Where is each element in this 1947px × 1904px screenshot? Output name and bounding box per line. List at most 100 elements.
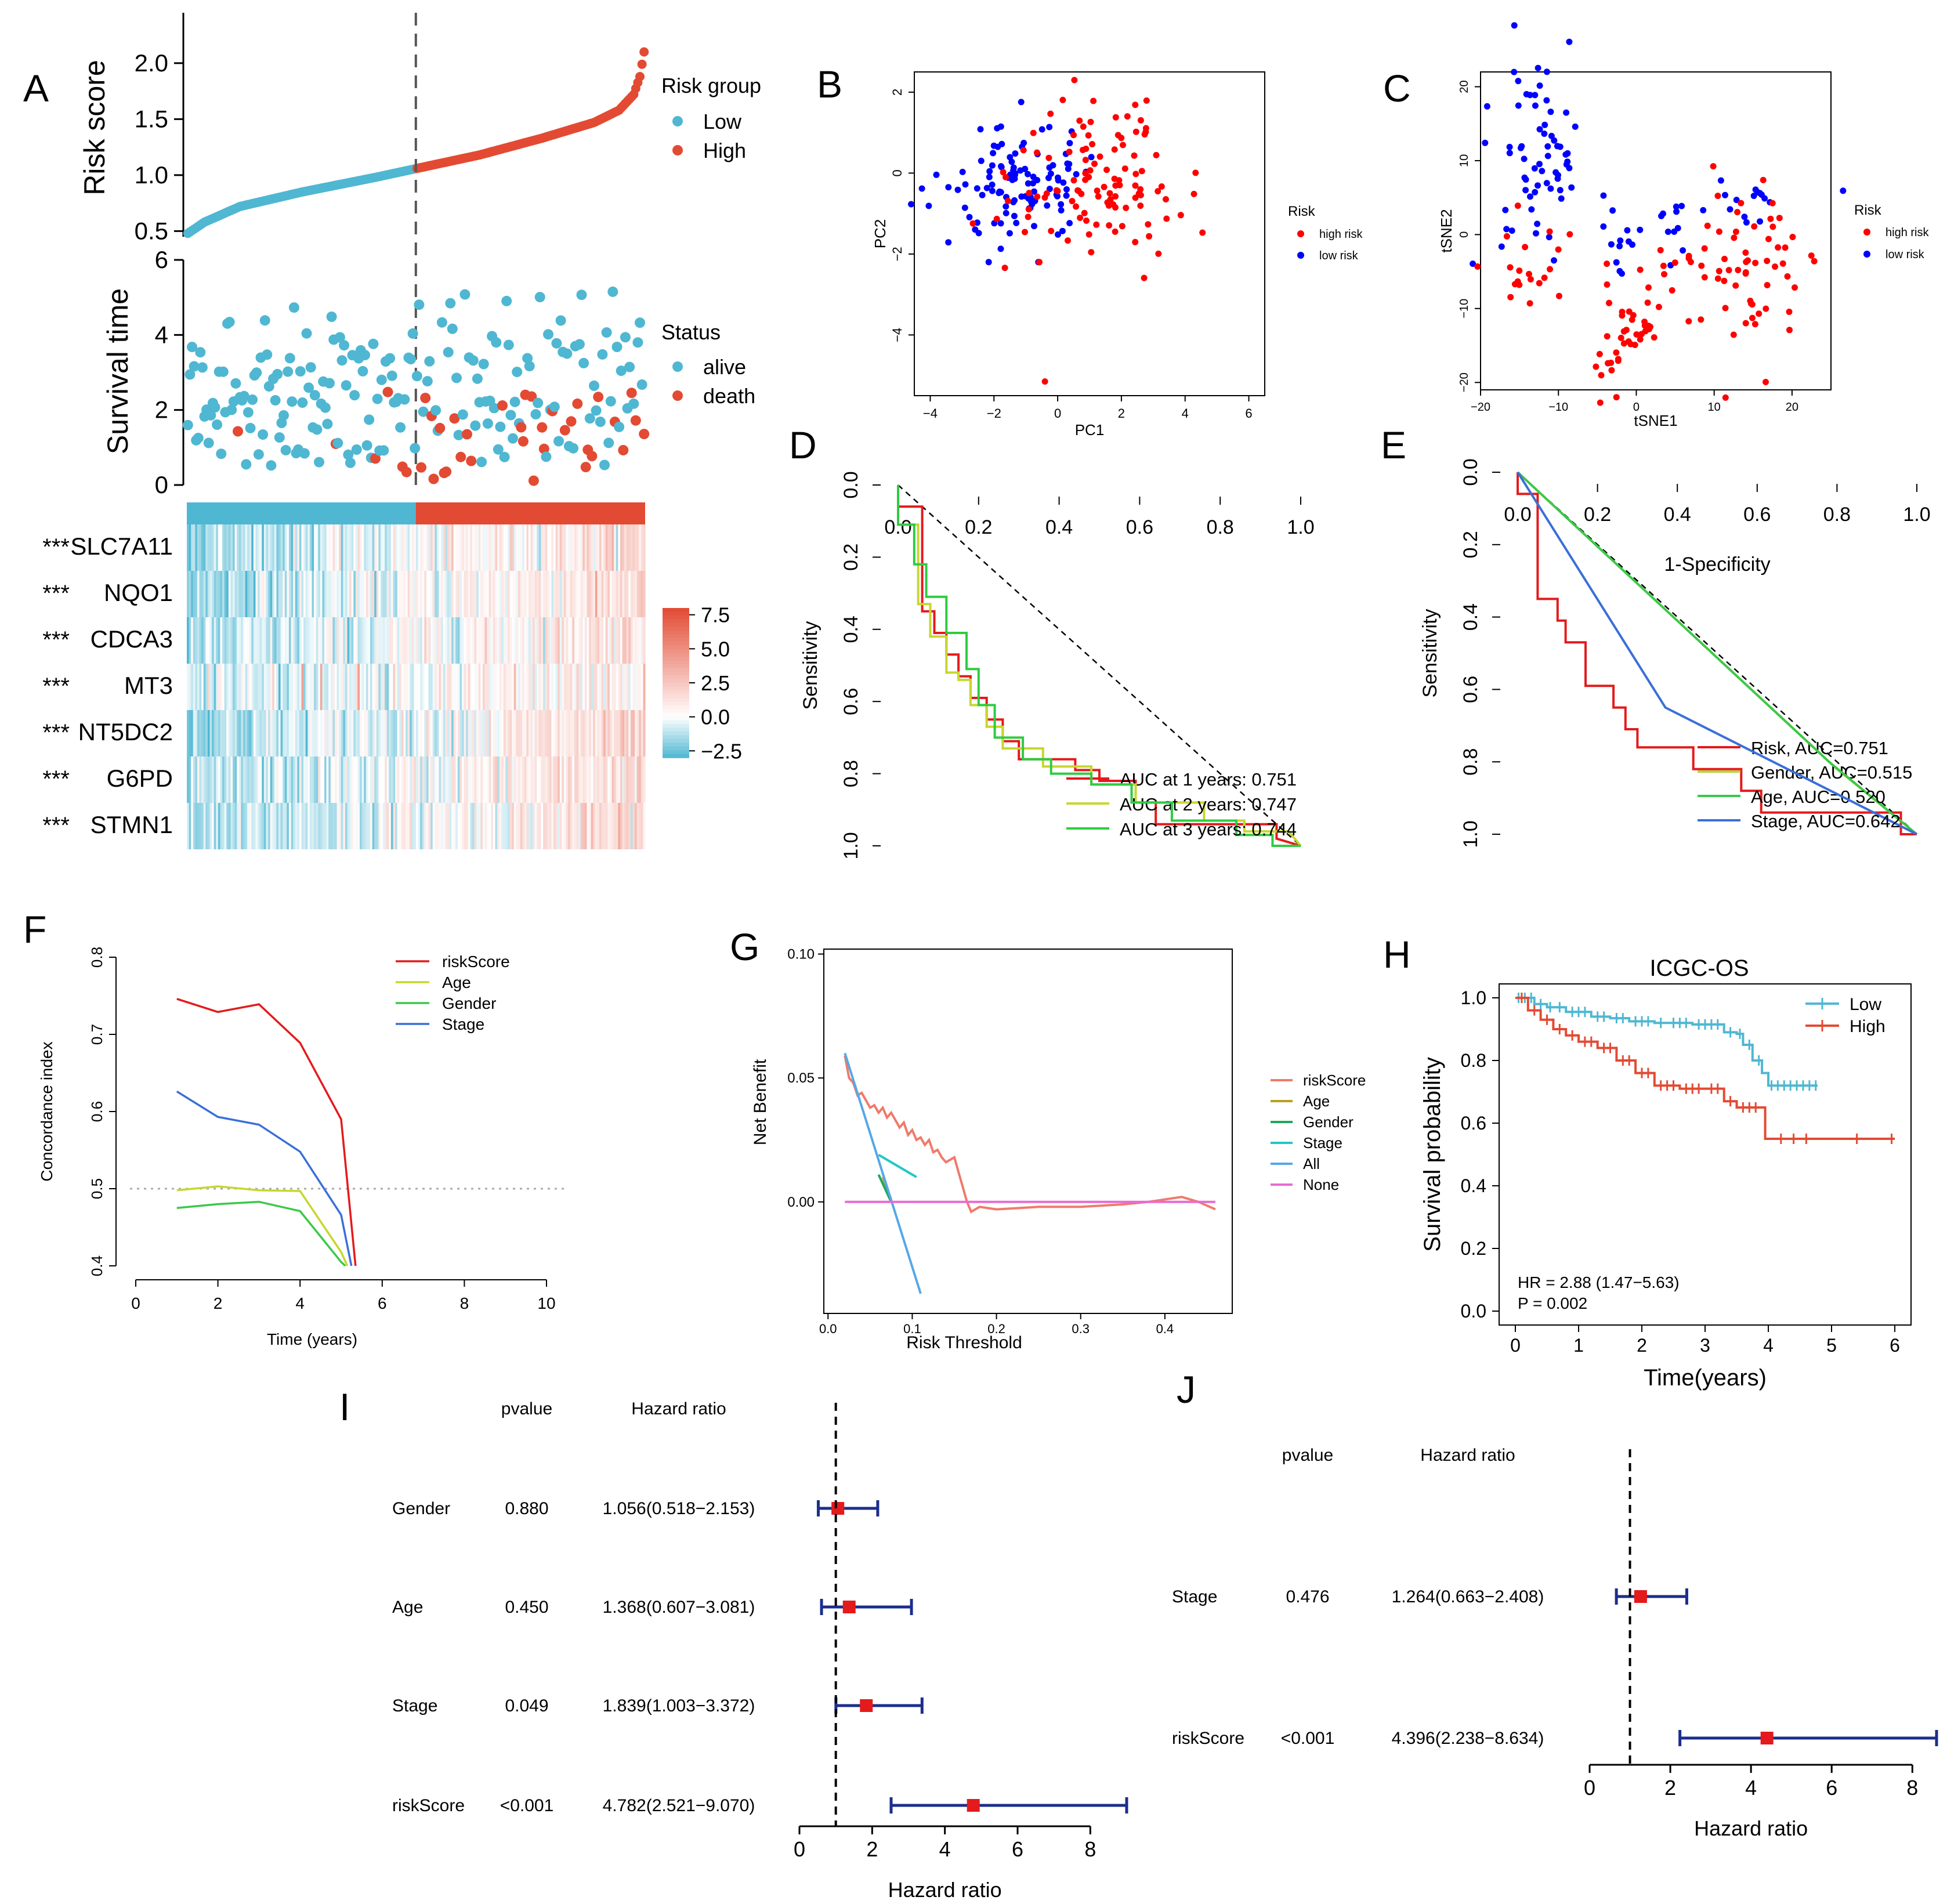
alive-point: [493, 444, 504, 455]
heatmap-cell: [449, 756, 452, 803]
heatmap-cell: [480, 571, 483, 617]
heatmap-cell: [218, 617, 221, 664]
heatmap-cell: [609, 803, 613, 849]
heatmap-cell: [441, 710, 444, 756]
tsne-y-tick-label: 20: [1458, 80, 1471, 93]
heatmap-cell: [320, 710, 323, 756]
pca-high-point: [1123, 204, 1130, 211]
heatmap-cell: [630, 524, 634, 571]
heatmap-cell: [576, 710, 579, 756]
heatmap-cell: [505, 571, 508, 617]
heatmap-cell: [484, 524, 487, 571]
tsne-x-tick-label: 20: [1786, 401, 1798, 414]
alive-point: [341, 380, 352, 391]
heatmap-cell: [516, 756, 519, 803]
heatmap-cell: [439, 571, 441, 617]
heatmap-cell: [580, 756, 583, 803]
heatmap-cell: [330, 803, 333, 849]
heatmap-cell: [241, 664, 244, 710]
tsne-low-point: [1521, 174, 1528, 181]
heatmap-cell: [430, 664, 433, 710]
heatmap-cell: [374, 756, 377, 803]
forest-hr-box: [1634, 1590, 1647, 1603]
alive-point: [530, 409, 541, 420]
heatmap-cell: [462, 571, 465, 617]
forest-row-label: Age: [392, 1598, 423, 1617]
heatmap-cell: [611, 803, 614, 849]
heatmap-cell: [578, 803, 581, 849]
heatmap-cell: [336, 803, 339, 849]
tsne-low-point: [1521, 155, 1528, 162]
heatmap-cell: [426, 803, 429, 849]
heatmap-cell: [345, 571, 348, 617]
heatmap-cell: [326, 803, 329, 849]
heatmap-cell: [605, 571, 608, 617]
heatmap-cell: [587, 710, 589, 756]
heatmap-cell: [361, 524, 364, 571]
heatmap-cell: [563, 571, 567, 617]
heatmap-cell: [237, 710, 240, 756]
heatmap-cell: [624, 524, 627, 571]
heatmap-cell: [189, 756, 191, 803]
tsne-high-point: [1619, 312, 1626, 319]
pca-low-point: [1018, 193, 1025, 200]
color-scale-step: [663, 701, 689, 706]
heatmap-cell: [307, 571, 310, 617]
alive-point: [591, 405, 602, 416]
cindex-x-tick-label: 10: [537, 1294, 555, 1312]
heatmap-cell: [243, 710, 246, 756]
heatmap-cell: [291, 524, 294, 571]
heatmap-cell: [541, 524, 544, 571]
heatmap-cell: [259, 617, 262, 664]
heatmap-cell: [357, 524, 360, 571]
gene-label-g6pd: G6PD: [107, 765, 173, 792]
heatmap-cell: [537, 710, 540, 756]
tsne-high-point: [1526, 270, 1532, 277]
heatmap-cell: [355, 803, 359, 849]
heatmap-cell: [464, 756, 466, 803]
alive-point: [406, 354, 416, 365]
heatmap-cell: [563, 664, 567, 710]
heatmap-cell: [224, 524, 227, 571]
heatmap-cell: [476, 803, 479, 849]
heatmap-cell: [607, 710, 610, 756]
heatmap-cell: [365, 664, 369, 710]
heatmap-cell: [462, 710, 465, 756]
heatmap-cell: [216, 803, 219, 849]
heatmap-cell: [497, 664, 500, 710]
heatmap-cell: [305, 524, 308, 571]
pca-high-point: [1059, 96, 1066, 103]
pca-high-point: [1124, 113, 1131, 120]
heatmap-cell: [203, 617, 206, 664]
alive-point: [224, 317, 235, 328]
death-point: [449, 413, 460, 424]
km-p-annotation: P = 0.002: [1518, 1294, 1587, 1312]
heatmap-cell: [462, 524, 465, 571]
tsne-high-point: [1627, 341, 1634, 348]
heatmap-cell: [397, 524, 400, 571]
heatmap-cell: [549, 710, 552, 756]
heatmap-cell: [445, 756, 448, 803]
color-scale-step: [663, 611, 689, 616]
heatmap-cell: [220, 803, 223, 849]
tsne-x-tick-label: 10: [1708, 401, 1721, 414]
heatmap-cell: [414, 617, 417, 664]
heatmap-cell: [393, 664, 396, 710]
heatmap-cell: [595, 756, 598, 803]
heatmap-cell: [517, 756, 521, 803]
heatmap-cell: [395, 710, 398, 756]
heatmap-cell: [464, 571, 466, 617]
heatmap-cell: [251, 617, 254, 664]
heatmap-cell: [478, 756, 481, 803]
heatmap-cell: [568, 571, 571, 617]
heatmap-cell: [555, 524, 558, 571]
heatmap-cell: [491, 664, 494, 710]
tsne-high-point: [1555, 246, 1562, 253]
heatmap-cell: [349, 756, 352, 803]
heatmap-cell: [291, 617, 294, 664]
heatmap-cell: [432, 571, 435, 617]
heatmap-cell: [478, 664, 481, 710]
heatmap-cell: [385, 803, 388, 849]
heatmap-cell: [526, 803, 529, 849]
